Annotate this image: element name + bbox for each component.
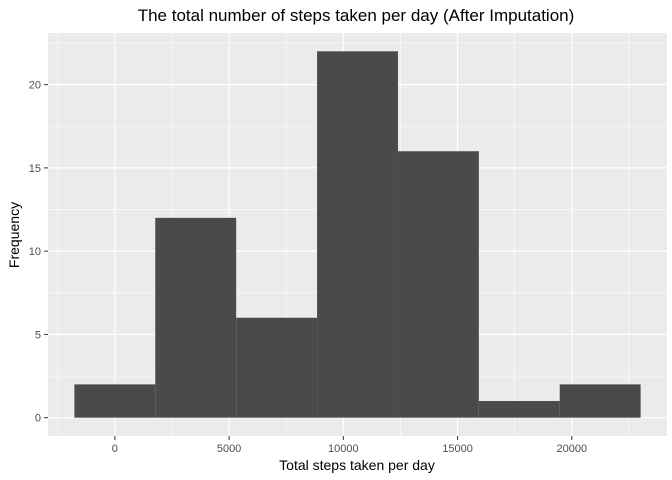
x-tick-label: 20000 <box>557 443 588 455</box>
histogram-bar <box>559 384 641 418</box>
histogram-bars <box>74 51 641 418</box>
y-axis-ticks: 0 5 10 15 20 <box>29 80 48 425</box>
x-tick-label: 0 <box>112 443 118 455</box>
x-tick-label: 5000 <box>217 443 241 455</box>
chart-title: The total number of steps taken per day … <box>138 6 575 25</box>
histogram-bar <box>478 401 560 418</box>
histogram-bar <box>74 384 156 418</box>
y-tick-label: 5 <box>35 329 41 341</box>
x-axis-ticks: 0 5000 10000 15000 20000 <box>112 436 587 455</box>
x-tick-label: 10000 <box>328 443 359 455</box>
histogram-bar <box>155 217 237 418</box>
y-tick-label: 10 <box>29 246 41 258</box>
histogram-bar <box>397 151 479 418</box>
y-tick-label: 20 <box>29 80 41 92</box>
y-axis-label: Frequency <box>6 202 22 268</box>
y-tick-label: 15 <box>29 163 41 175</box>
y-tick-label: 0 <box>35 413 41 425</box>
x-axis-label: Total steps taken per day <box>279 457 435 473</box>
histogram-bar <box>317 51 398 418</box>
histogram-bar <box>236 317 318 418</box>
x-tick-label: 15000 <box>442 443 473 455</box>
